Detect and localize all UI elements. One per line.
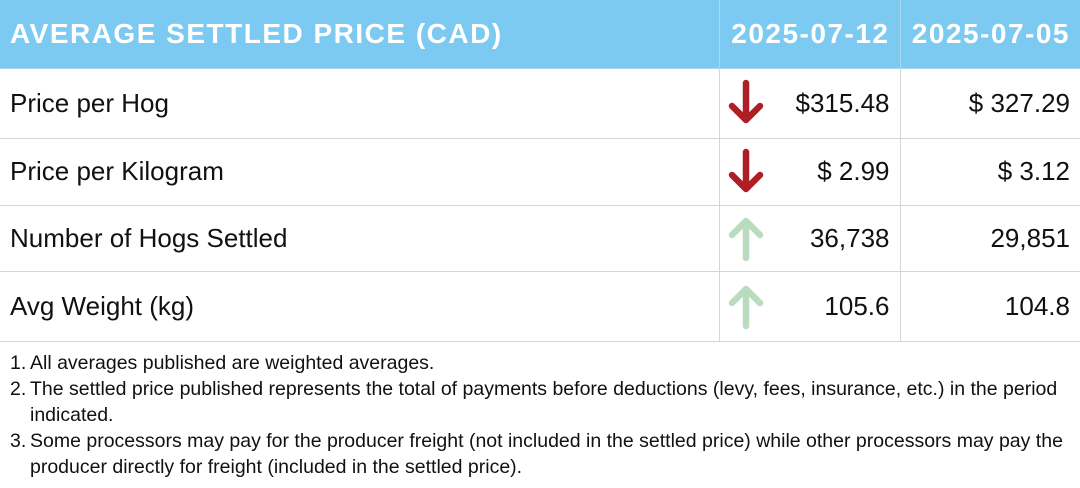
row-label: Avg Weight (kg): [0, 270, 720, 342]
footnote-text: The settled price published represents t…: [30, 377, 1058, 426]
previous-value: 104.8: [899, 270, 1080, 342]
footnote: 1. All averages published are weighted a…: [10, 350, 1070, 376]
current-value: $ 2.99: [817, 156, 890, 186]
footnote: 2. The settled price published represent…: [10, 376, 1070, 428]
table-title: AVERAGE SETTLED PRICE (CAD): [0, 0, 720, 69]
footnote-number: 1.: [10, 351, 27, 374]
current-value: 105.6: [824, 290, 890, 321]
table-row: Price per Kilogram $ 2.99 $ 3.12: [0, 137, 1080, 206]
footnote-text: All averages published are weighted aver…: [30, 351, 435, 374]
previous-week-header: 2025-07-05: [899, 0, 1080, 69]
table-row: Number of Hogs Settled 36,738 29,851: [0, 204, 1080, 272]
footnote: 3. Some processors may pay for the produ…: [10, 428, 1070, 480]
row-label: Number of Hogs Settled: [0, 204, 720, 272]
current-value-cell: $ 2.99: [718, 137, 901, 206]
previous-value: 29,851: [899, 204, 1080, 272]
footnotes: 1. All averages published are weighted a…: [0, 342, 1080, 480]
current-week-header: 2025-07-12: [718, 0, 901, 69]
table-row: Avg Weight (kg) 105.6 104.8: [0, 270, 1080, 342]
up-arrow-icon: [728, 285, 763, 330]
current-value: $315.48: [795, 87, 890, 118]
previous-value: $ 327.29: [899, 67, 1080, 139]
current-value-cell: $315.48: [718, 67, 901, 139]
current-value-cell: 105.6: [718, 270, 901, 342]
footnote-number: 3.: [10, 429, 27, 452]
previous-value: $ 3.12: [899, 137, 1080, 206]
down-arrow-icon: [728, 79, 763, 124]
down-arrow-icon: [728, 148, 763, 192]
row-label: Price per Kilogram: [0, 137, 720, 206]
row-label: Price per Hog: [0, 67, 720, 139]
table-header-row: AVERAGE SETTLED PRICE (CAD) 2025-07-12 2…: [0, 0, 1080, 69]
footnote-text: Some processors may pay for the producer…: [30, 429, 1063, 478]
price-table: AVERAGE SETTLED PRICE (CAD) 2025-07-12 2…: [0, 0, 1080, 342]
table-row: Price per Hog $315.48 $ 327.29: [0, 67, 1080, 139]
up-arrow-icon: [728, 217, 763, 262]
current-value-cell: 36,738: [718, 204, 901, 272]
footnote-number: 2.: [10, 377, 27, 400]
current-value: 36,738: [809, 222, 890, 253]
